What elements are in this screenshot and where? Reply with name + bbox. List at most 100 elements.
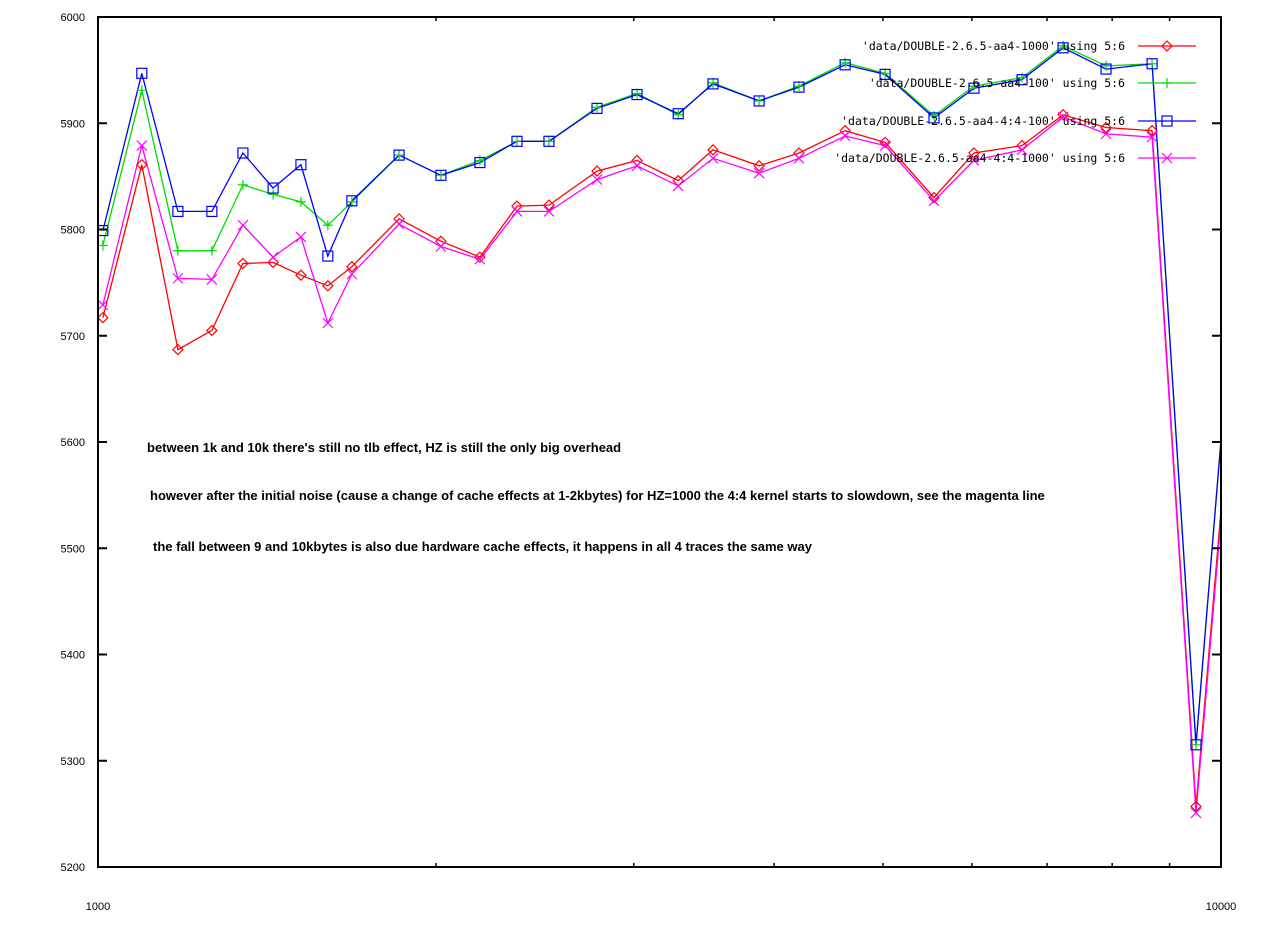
data-point-square bbox=[543, 135, 555, 147]
data-point-diamond bbox=[1146, 124, 1158, 137]
data-point-square bbox=[968, 82, 980, 94]
data-point-plus bbox=[1101, 60, 1112, 71]
x-tick-label: 10000 bbox=[1206, 901, 1237, 913]
data-point-square bbox=[346, 195, 358, 207]
data-point-diamond bbox=[879, 136, 891, 149]
data-point-diamond bbox=[543, 199, 555, 211]
annotation-2: however after the initial noise (cause a… bbox=[150, 488, 1045, 503]
legend-label-1: 'data/DOUBLE-2.6.5-aa4-1000' using 5:6 bbox=[862, 39, 1125, 53]
data-point-cross bbox=[136, 140, 148, 151]
data-point-plus bbox=[237, 179, 248, 190]
data-point-diamond bbox=[753, 159, 765, 172]
data-point-square bbox=[136, 67, 148, 79]
data-point-plus bbox=[295, 196, 306, 207]
data-point-square bbox=[879, 68, 891, 80]
data-point-cross bbox=[839, 130, 851, 142]
legend-marker-square bbox=[1161, 115, 1173, 127]
data-point-cross bbox=[511, 206, 523, 217]
data-point-diamond bbox=[968, 147, 980, 159]
axes: 5200 5300 5400 5500 5600 5700 5800 5900 6000 1000… bbox=[61, 12, 1237, 913]
data-point-square bbox=[393, 149, 405, 161]
data-point-plus bbox=[206, 245, 217, 256]
legend-label-2: 'data/DOUBLE-2.6.5-aa4-100' using 5:6 bbox=[869, 76, 1125, 90]
data-point-diamond bbox=[295, 269, 307, 282]
data-point-square bbox=[839, 59, 851, 71]
data-point-plus bbox=[673, 109, 684, 120]
data-point-square bbox=[707, 78, 719, 90]
y-tick-label: 5300 bbox=[61, 756, 85, 768]
data-point-diamond bbox=[346, 260, 358, 273]
data-point-plus bbox=[346, 196, 357, 207]
data-point-square bbox=[474, 156, 486, 169]
data-point-diamond bbox=[172, 343, 184, 356]
data-point-plus bbox=[394, 150, 405, 161]
legend-label-3: 'data/DOUBLE-2.6.5-aa4-4:4-100' using 5:… bbox=[841, 114, 1125, 128]
series-line-3 bbox=[102, 47, 1222, 745]
y-tick-label: 5200 bbox=[61, 862, 85, 874]
data-point-cross bbox=[591, 174, 603, 185]
data-point-plus bbox=[136, 85, 147, 96]
legend-marker-diamond bbox=[1161, 40, 1173, 52]
data-point-square bbox=[206, 205, 218, 218]
data-point-plus bbox=[322, 220, 333, 231]
data-point-cross bbox=[543, 206, 555, 217]
series-line-1 bbox=[102, 114, 1222, 807]
legend-marker-plus bbox=[1162, 78, 1172, 88]
data-point-plus bbox=[268, 189, 279, 200]
annotation-3: the fall between 9 and 10kbytes is also … bbox=[153, 539, 813, 554]
data-point-cross bbox=[97, 299, 109, 311]
data-point-plus bbox=[543, 136, 554, 147]
data-point-cross bbox=[672, 180, 684, 192]
data-point-plus bbox=[708, 77, 719, 88]
data-point-cross bbox=[322, 317, 334, 329]
data-point-square bbox=[672, 108, 684, 120]
data-point-plus bbox=[435, 170, 446, 181]
data-point-square bbox=[267, 182, 279, 194]
data-point-diamond bbox=[928, 191, 940, 204]
data-point-square bbox=[172, 205, 184, 218]
data-point-diamond bbox=[135, 158, 148, 171]
data-point-cross bbox=[435, 241, 447, 252]
data-point-plus bbox=[1190, 739, 1201, 750]
data-point-diamond bbox=[591, 165, 603, 177]
data-point-square bbox=[591, 102, 603, 114]
y-tick-label: 5700 bbox=[61, 331, 85, 343]
series-markers bbox=[97, 40, 1202, 819]
y-tick-label: 5800 bbox=[61, 225, 85, 237]
data-point-cross bbox=[346, 268, 358, 280]
data-point-plus bbox=[793, 81, 804, 92]
data-point-diamond bbox=[206, 324, 218, 337]
data-point-plus bbox=[632, 88, 643, 99]
data-point-cross bbox=[295, 231, 307, 243]
data-point-cross bbox=[1100, 128, 1112, 140]
y-tick-label: 5600 bbox=[61, 437, 85, 449]
data-point-square bbox=[1016, 74, 1028, 86]
data-point-cross bbox=[753, 167, 765, 179]
data-point-plus bbox=[511, 136, 522, 147]
data-point-square bbox=[753, 95, 765, 107]
data-point-plus bbox=[172, 245, 183, 256]
data-point-cross bbox=[267, 251, 279, 263]
data-point-square bbox=[1146, 58, 1158, 70]
data-point-square bbox=[511, 135, 523, 147]
data-point-square bbox=[1057, 42, 1069, 54]
y-tick-label: 5900 bbox=[61, 118, 85, 130]
data-point-cross bbox=[1057, 111, 1069, 123]
y-tick-label: 5400 bbox=[61, 650, 85, 662]
data-point-diamond bbox=[1190, 800, 1202, 813]
data-point-cross bbox=[793, 152, 805, 164]
data-point-cross bbox=[393, 218, 405, 230]
data-point-diamond bbox=[237, 257, 249, 270]
data-point-cross bbox=[631, 160, 643, 172]
data-point-square bbox=[1100, 63, 1112, 75]
data-point-square bbox=[631, 88, 643, 101]
data-point-cross bbox=[206, 274, 218, 285]
data-point-plus bbox=[97, 240, 108, 251]
data-point-plus bbox=[754, 95, 765, 106]
legend-marker-cross bbox=[1161, 152, 1173, 164]
data-point-cross bbox=[474, 253, 486, 265]
data-point-cross bbox=[928, 195, 940, 207]
series-line-4 bbox=[102, 116, 1222, 813]
y-tick-label: 5500 bbox=[61, 543, 85, 555]
data-point-diamond bbox=[97, 311, 109, 324]
